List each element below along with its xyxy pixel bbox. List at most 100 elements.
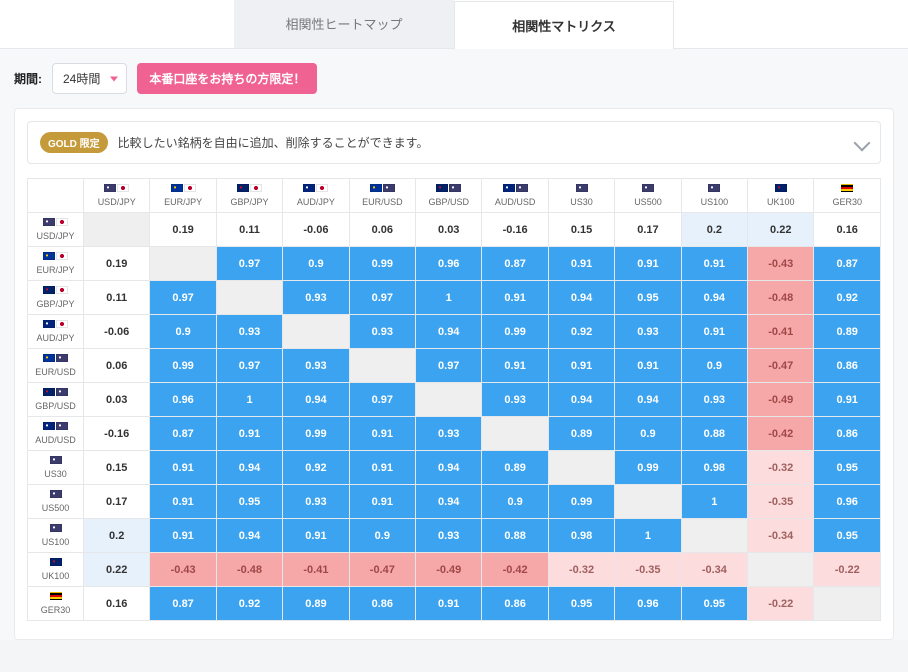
matrix-cell[interactable]: 0.19 [84,247,150,281]
matrix-cell[interactable]: 0.06 [84,349,150,383]
row-header-us30[interactable]: US30 [28,451,84,485]
matrix-cell[interactable]: 0.94 [283,383,349,417]
col-header-audjpy[interactable]: AUD/JPY [283,179,349,213]
matrix-cell[interactable]: 1 [681,485,747,519]
matrix-cell[interactable]: 0.91 [482,349,548,383]
matrix-cell[interactable]: -0.43 [748,247,814,281]
col-header-audusd[interactable]: AUD/USD [482,179,548,213]
matrix-cell[interactable]: 0.94 [216,519,282,553]
matrix-cell[interactable]: 0.93 [416,519,482,553]
matrix-cell[interactable]: -0.06 [283,213,349,247]
matrix-cell[interactable] [84,213,150,247]
matrix-cell[interactable]: -0.16 [84,417,150,451]
matrix-cell[interactable]: 0.91 [150,519,216,553]
matrix-cell[interactable]: 0.91 [150,451,216,485]
matrix-cell[interactable]: 0.9 [283,247,349,281]
matrix-cell[interactable]: -0.48 [216,553,282,587]
matrix-cell[interactable] [283,315,349,349]
matrix-cell[interactable]: -0.43 [150,553,216,587]
col-header-usdjpy[interactable]: USD/JPY [84,179,150,213]
matrix-cell[interactable]: -0.32 [748,451,814,485]
matrix-cell[interactable]: 0.9 [681,349,747,383]
matrix-cell[interactable]: 0.93 [482,383,548,417]
matrix-cell[interactable]: 0.97 [216,349,282,383]
matrix-cell[interactable]: 0.11 [216,213,282,247]
row-header-gbpusd[interactable]: GBP/USD [28,383,84,417]
matrix-cell[interactable]: 0.86 [482,587,548,621]
matrix-cell[interactable]: 0.94 [216,451,282,485]
matrix-cell[interactable]: -0.42 [482,553,548,587]
matrix-cell[interactable]: 0.9 [615,417,681,451]
matrix-cell[interactable]: 0.86 [814,417,881,451]
matrix-cell[interactable]: 0.91 [416,587,482,621]
matrix-cell[interactable]: 0.86 [814,349,881,383]
row-header-us100[interactable]: US100 [28,519,84,553]
matrix-cell[interactable]: 0.19 [150,213,216,247]
matrix-cell[interactable]: 1 [615,519,681,553]
matrix-cell[interactable]: 0.87 [150,417,216,451]
row-header-usdjpy[interactable]: USD/JPY [28,213,84,247]
matrix-cell[interactable]: 0.91 [681,247,747,281]
col-header-us500[interactable]: US500 [615,179,681,213]
matrix-cell[interactable]: 0.96 [814,485,881,519]
matrix-cell[interactable]: 0.99 [150,349,216,383]
row-header-audusd[interactable]: AUD/USD [28,417,84,451]
matrix-cell[interactable]: -0.34 [681,553,747,587]
matrix-cell[interactable]: 0.93 [283,281,349,315]
matrix-cell[interactable]: 0.98 [548,519,614,553]
matrix-cell[interactable]: 0.95 [814,451,881,485]
matrix-cell[interactable]: 0.95 [548,587,614,621]
matrix-cell[interactable]: 0.97 [349,383,415,417]
matrix-cell[interactable]: -0.48 [748,281,814,315]
matrix-cell[interactable]: -0.42 [748,417,814,451]
matrix-cell[interactable]: 0.97 [150,281,216,315]
matrix-cell[interactable]: -0.49 [416,553,482,587]
promo-button[interactable]: 本番口座をお持ちの方限定！ [137,63,317,94]
matrix-cell[interactable]: 0.87 [482,247,548,281]
matrix-cell[interactable]: 0.87 [150,587,216,621]
matrix-cell[interactable]: 0.91 [814,383,881,417]
matrix-cell[interactable] [150,247,216,281]
matrix-cell[interactable]: 0.2 [681,213,747,247]
matrix-cell[interactable]: 0.94 [548,383,614,417]
matrix-cell[interactable]: 0.93 [283,349,349,383]
matrix-cell[interactable] [349,349,415,383]
matrix-cell[interactable]: 0.97 [416,349,482,383]
matrix-cell[interactable]: 0.89 [814,315,881,349]
matrix-cell[interactable]: 0.92 [283,451,349,485]
matrix-cell[interactable]: -0.34 [748,519,814,553]
matrix-cell[interactable]: -0.16 [482,213,548,247]
matrix-cell[interactable]: 0.99 [283,417,349,451]
matrix-cell[interactable]: 0.16 [84,587,150,621]
matrix-cell[interactable]: 0.22 [748,213,814,247]
col-header-us30[interactable]: US30 [548,179,614,213]
matrix-cell[interactable] [748,553,814,587]
matrix-cell[interactable]: 0.17 [84,485,150,519]
matrix-cell[interactable] [814,587,881,621]
matrix-cell[interactable]: 0.97 [216,247,282,281]
matrix-cell[interactable]: 0.15 [548,213,614,247]
matrix-cell[interactable]: 0.11 [84,281,150,315]
gold-banner[interactable]: GOLD 限定 比較したい銘柄を自由に追加、削除することができます。 [27,121,881,164]
matrix-cell[interactable]: 0.98 [681,451,747,485]
matrix-cell[interactable]: 1 [216,383,282,417]
matrix-cell[interactable]: 0.94 [615,383,681,417]
matrix-cell[interactable]: 0.86 [349,587,415,621]
matrix-cell[interactable]: 0.92 [548,315,614,349]
tab-matrix[interactable]: 相関性マトリクス [454,1,674,49]
matrix-cell[interactable] [216,281,282,315]
col-header-gbpusd[interactable]: GBP/USD [416,179,482,213]
matrix-cell[interactable]: -0.47 [748,349,814,383]
matrix-cell[interactable]: -0.32 [548,553,614,587]
matrix-cell[interactable]: 0.91 [150,485,216,519]
matrix-cell[interactable]: -0.35 [615,553,681,587]
matrix-cell[interactable]: 0.91 [548,349,614,383]
matrix-cell[interactable]: 0.99 [349,247,415,281]
tab-heatmap[interactable]: 相関性ヒートマップ [234,0,454,48]
matrix-cell[interactable]: 0.95 [216,485,282,519]
matrix-cell[interactable]: 0.93 [216,315,282,349]
matrix-cell[interactable]: 0.88 [681,417,747,451]
matrix-cell[interactable]: 0.94 [416,315,482,349]
matrix-cell[interactable]: -0.35 [748,485,814,519]
matrix-cell[interactable]: 0.95 [615,281,681,315]
